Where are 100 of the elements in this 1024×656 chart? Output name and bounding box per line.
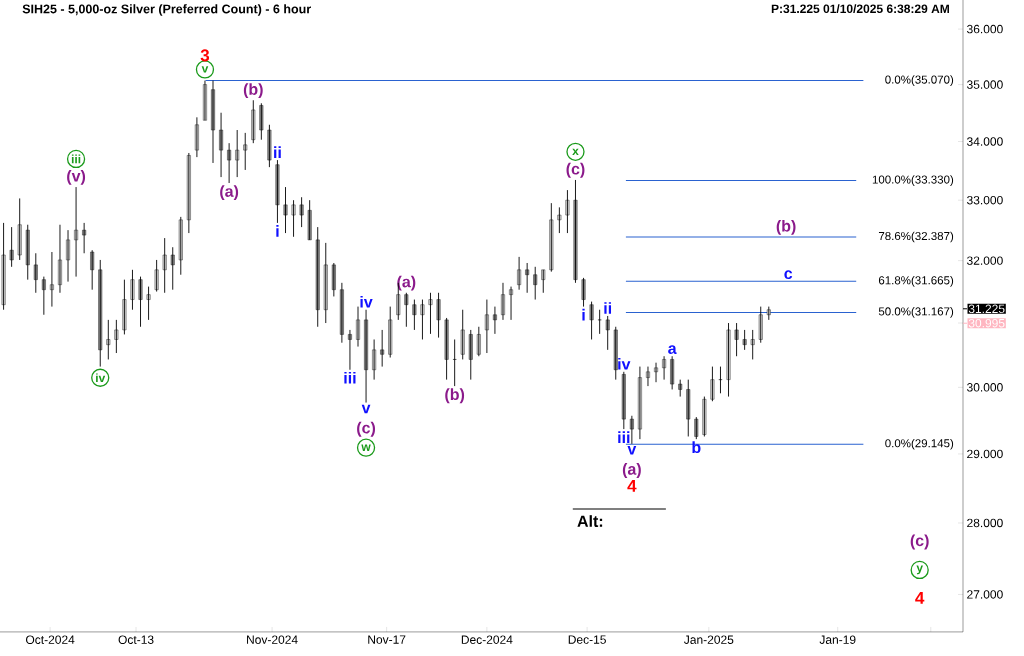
candlestick xyxy=(565,189,570,234)
candlestick xyxy=(581,277,586,308)
annotation: 4 xyxy=(627,480,637,492)
annotation: w xyxy=(361,444,371,451)
candlestick xyxy=(533,266,538,301)
candlestick xyxy=(388,306,393,358)
candlestick xyxy=(758,306,763,344)
chart-title: SIH25 - 5,000-oz Silver (Preferred Count) - 6 hour xyxy=(22,4,311,16)
candlestick xyxy=(436,292,441,339)
candlestick xyxy=(686,379,691,437)
annotation: iii xyxy=(71,154,81,164)
candlestick xyxy=(98,259,103,368)
candlestick xyxy=(589,301,594,340)
candlestick xyxy=(525,262,530,294)
candlestick xyxy=(235,129,240,178)
annotation: 4 xyxy=(915,592,925,604)
annotation: (c) xyxy=(357,421,376,437)
candlestick xyxy=(420,299,425,340)
chart-subtitle: P:31.225 01/10/2025 6:38:29 AM xyxy=(771,4,949,14)
annotation: c xyxy=(784,270,793,280)
candlestick xyxy=(307,199,312,241)
annotation: 61.8%(31.665) xyxy=(878,275,954,287)
annotation: iv xyxy=(360,295,373,308)
annotation: i xyxy=(582,308,585,321)
candlestick xyxy=(412,299,417,331)
y-tick-label: 33.000 xyxy=(967,195,1003,205)
candlestick xyxy=(82,222,87,254)
annotation: iv xyxy=(618,358,631,370)
annotation: v xyxy=(361,404,371,414)
candlestick xyxy=(251,99,256,144)
candlestick xyxy=(557,206,562,234)
candlestick xyxy=(130,269,135,311)
x-tick-label: Nov-17 xyxy=(368,635,406,644)
y-tick-label: 34.000 xyxy=(967,137,1003,146)
x-tick-label: Dec-15 xyxy=(568,635,606,644)
candlestick xyxy=(750,329,755,360)
candlestick xyxy=(17,197,22,261)
candlestick xyxy=(629,415,634,445)
annotation: i xyxy=(276,225,279,237)
annotation: (a) xyxy=(622,463,641,478)
annotation: iv xyxy=(96,373,106,383)
candlestick xyxy=(428,292,433,335)
candlestick xyxy=(25,224,30,281)
annotation: iii xyxy=(618,431,630,443)
y-tick-label: 29.000 xyxy=(967,449,1003,459)
annotation: 0.0%(35.070) xyxy=(885,75,954,86)
annotation: (b) xyxy=(243,83,263,99)
candlestick xyxy=(331,262,336,297)
candlestick xyxy=(380,329,385,368)
candlestick xyxy=(710,366,715,402)
candlestick xyxy=(186,152,191,234)
candlestick xyxy=(9,226,14,268)
x-tick-label: Dec-2024 xyxy=(461,635,513,644)
candlestick xyxy=(114,319,119,354)
candlestick xyxy=(766,306,771,321)
annotation: (b) xyxy=(776,219,796,235)
ref-line-label: 31.225 xyxy=(968,304,1005,314)
y-tick-label: 27.000 xyxy=(967,590,1003,599)
annotation: (v) xyxy=(67,169,86,185)
candlestick xyxy=(283,186,288,234)
candlestick xyxy=(243,132,248,171)
candlestick xyxy=(476,326,481,357)
y-tick-label: 35.000 xyxy=(967,80,1003,89)
candlestick xyxy=(734,322,739,357)
candlestick xyxy=(90,249,95,291)
annotation: 50.0%(31.167) xyxy=(878,307,954,318)
candlestick xyxy=(726,322,731,398)
annotation: 0.0%(29.145) xyxy=(885,438,954,450)
candlestick xyxy=(106,319,111,360)
candlestick xyxy=(122,279,127,335)
candlestick xyxy=(323,242,328,324)
candlestick xyxy=(694,416,699,440)
y-tick-label: 28.000 xyxy=(967,518,1003,528)
candlestick xyxy=(275,159,280,224)
annotation: y xyxy=(916,565,923,575)
candlestick xyxy=(162,237,167,294)
candlestick xyxy=(170,246,175,291)
candlestick xyxy=(138,276,143,328)
annotation: (a) xyxy=(397,275,416,291)
candlestick xyxy=(541,269,546,294)
candlestick xyxy=(267,124,272,168)
candlestick xyxy=(291,199,296,238)
annotation: (b) xyxy=(445,388,465,404)
candlestick xyxy=(742,329,747,351)
candlestick xyxy=(444,317,449,381)
candlestick xyxy=(621,371,626,430)
annotation: x xyxy=(572,148,579,155)
ref-line-label: 30.995 xyxy=(968,318,1005,328)
annotation: 3 xyxy=(200,49,210,62)
annotation: (c) xyxy=(566,162,585,178)
candlestick xyxy=(33,252,38,294)
candlestick xyxy=(549,202,554,273)
candlestick xyxy=(678,379,683,398)
candlestick xyxy=(146,286,151,321)
annotation: v xyxy=(201,66,209,73)
candlestick xyxy=(702,396,707,437)
annotation: v xyxy=(627,446,637,455)
annotation: ii xyxy=(274,146,281,158)
candlestick xyxy=(154,259,159,292)
annotation: a xyxy=(668,345,677,355)
